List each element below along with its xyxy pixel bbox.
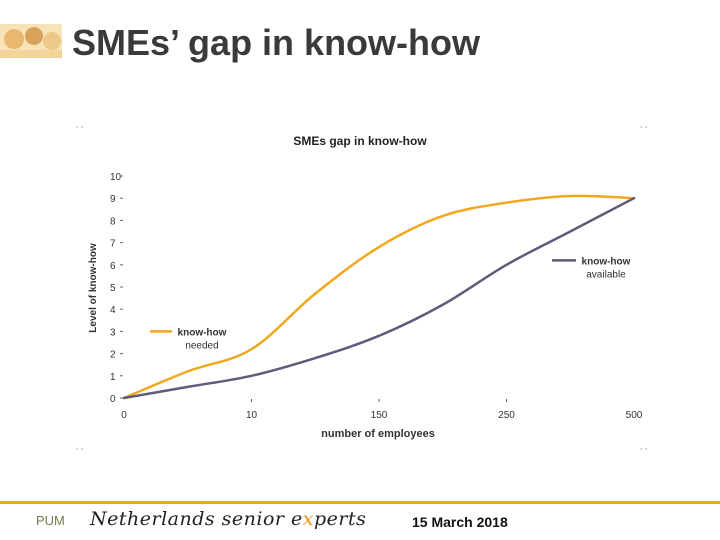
header-photo — [0, 24, 62, 58]
y-tick-label: 2 — [110, 350, 116, 361]
slide-title: SMEs’ gap in know-how — [72, 22, 481, 63]
y-tick-label: 6 — [110, 261, 116, 272]
legend-label: know-how — [178, 327, 227, 338]
footer-rule — [0, 501, 720, 504]
legend-label: needed — [185, 340, 218, 351]
chart-title: SMEs gap in know-how — [293, 134, 427, 148]
brand-part-1: Netherlands senior e — [90, 508, 303, 530]
x-tick-label: 10 — [246, 410, 258, 421]
corner-mark-tl: ⸱ ⸱ — [76, 122, 83, 132]
footer-date: 15 March 2018 — [412, 514, 508, 530]
y-tick-label: 10 — [110, 172, 122, 183]
footer-brand: Netherlands senior experts — [90, 508, 366, 530]
corner-mark-tr: ⸱ ⸱ — [640, 122, 647, 132]
y-tick-label: 1 — [110, 372, 116, 383]
y-tick-label: 3 — [110, 327, 116, 338]
footer-org-short: PUM — [36, 513, 65, 528]
y-tick-label: 9 — [110, 194, 116, 205]
series-line-needed — [122, 194, 636, 400]
y-tick-label: 7 — [110, 239, 116, 250]
x-tick-label: 250 — [498, 410, 515, 421]
brand-x: x — [302, 508, 314, 530]
y-tick-label: 4 — [110, 305, 116, 316]
legend-label: know-how — [582, 256, 631, 267]
brand-part-2: perts — [314, 508, 367, 530]
corner-mark-bl: ⸱ ⸱ — [76, 444, 83, 454]
series-line-available — [122, 196, 636, 400]
y-tick-label: 0 — [110, 394, 116, 405]
legend-label: available — [586, 269, 626, 280]
x-axis-title: number of employees — [321, 428, 435, 440]
y-tick-label: 8 — [110, 216, 116, 227]
x-tick-label: 500 — [626, 410, 643, 421]
y-tick-label: 5 — [110, 283, 116, 294]
corner-mark-br: ⸱ ⸱ — [640, 444, 647, 454]
y-axis-title: Level of know-how — [88, 243, 99, 333]
x-tick-label: 0 — [121, 410, 127, 421]
x-tick-label: 150 — [371, 410, 388, 421]
